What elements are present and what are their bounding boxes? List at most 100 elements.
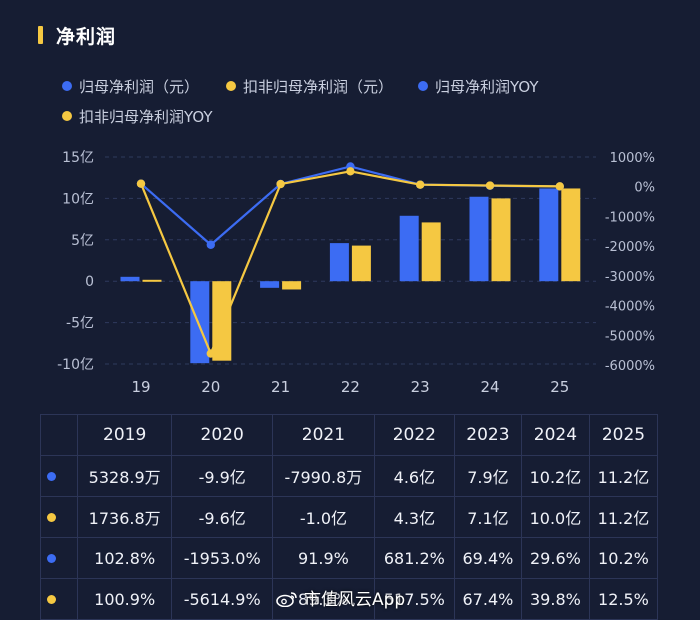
x-tick-label: 21 [271, 378, 290, 396]
table-cell: -5614.9% [171, 578, 274, 620]
bar-parent-net-profit [329, 243, 349, 282]
row-dot-icon [47, 594, 56, 604]
legend-label: 扣非归母净利润（元） [243, 78, 394, 96]
y-left-tick-label: 0 [85, 274, 94, 290]
table-cell: 1736.8万 [76, 496, 173, 538]
bar-parent-net-profit [539, 188, 559, 282]
table-row: 1736.8万 -9.6亿 -1.0亿 4.3亿 7.1亿 10.0亿 11.2亿 [40, 496, 659, 538]
row-dot-icon [47, 471, 56, 481]
table-cell: 69.4% [453, 537, 522, 579]
point-deducted-yoy [136, 179, 146, 188]
table-header-cell: 2025 [588, 414, 659, 456]
x-tick-label: 25 [550, 378, 569, 396]
table-cell: 29.6% [520, 537, 590, 579]
table-cell: 11.2亿 [588, 455, 659, 497]
table-row: 5328.9万 -9.9亿 -7990.8万 4.6亿 7.9亿 10.2亿 11.2亿 [40, 455, 659, 497]
bar-deducted-net-profit [282, 281, 302, 290]
table-header-row: 2019 2020 2021 2022 2023 2024 2025 [40, 414, 659, 456]
bar-parent-net-profit [469, 196, 489, 282]
table-cell: 39.8% [520, 578, 590, 620]
bar-parent-net-profit [399, 215, 419, 282]
table-header-cell: 2023 [453, 414, 522, 456]
y-left-tick-label: -10亿 [57, 357, 94, 373]
legend-label: 归母净利润（元） [79, 78, 200, 96]
legend-dot-yellow-icon [226, 81, 236, 91]
table-header-cell: 2020 [171, 414, 274, 456]
row-marker-cell [40, 578, 78, 620]
table-cell: -1.0亿 [272, 496, 375, 538]
table-corner-cell [40, 414, 78, 456]
table-cell: 12.5% [588, 578, 659, 620]
legend-item-deducted-net-profit[interactable]: 扣非归母净利润（元） [226, 76, 393, 97]
table-cell: 4.3亿 [373, 496, 455, 538]
point-deducted-yoy [485, 181, 495, 190]
y-right-tick-label: -6000% [605, 359, 655, 374]
y-right-tick-label: -1000% [605, 210, 655, 225]
bar-parent-net-profit [120, 276, 140, 282]
legend-label: 扣非归母净利润YOY [79, 108, 213, 126]
bar-parent-net-profit [190, 281, 210, 364]
table-cell: 10.2% [588, 537, 659, 579]
point-deducted-yoy [346, 167, 355, 176]
table-cell: -9.6亿 [171, 496, 274, 538]
table-cell: 10.2亿 [520, 455, 590, 497]
watermark: 市值风云App [276, 585, 405, 610]
point-deducted-yoy [555, 182, 564, 191]
y-left-tick-label: -5亿 [66, 316, 94, 332]
legend-item-parent-yoy[interactable]: 归母净利润YOY [418, 76, 539, 97]
table-cell: -7990.8万 [272, 455, 375, 497]
x-tick-label: 23 [411, 378, 430, 396]
legend-item-deducted-yoy[interactable]: 扣非归母净利润YOY [62, 106, 213, 127]
x-tick-label: 24 [480, 378, 499, 396]
y-right-tick-label: -2000% [605, 240, 655, 255]
y-right-tick-label: -3000% [605, 270, 655, 285]
legend-label: 归母净利润YOY [435, 78, 539, 96]
point-parent-yoy [206, 240, 215, 249]
table-cell: 67.4% [453, 578, 522, 620]
y-right-tick-label: -5000% [605, 329, 655, 344]
table-cell: 7.9亿 [453, 455, 522, 497]
table-cell: -9.9亿 [171, 455, 274, 497]
point-deducted-yoy [206, 349, 215, 358]
table-header-cell: 2022 [373, 414, 455, 456]
data-table: 2019 2020 2021 2022 2023 2024 2025 5328.… [40, 414, 659, 620]
table-header-cell: 2021 [272, 414, 375, 456]
point-deducted-yoy [276, 179, 285, 189]
bar-deducted-net-profit [212, 281, 232, 361]
table-cell: 11.2亿 [588, 496, 659, 538]
y-left-tick-label: 10亿 [62, 191, 94, 207]
x-tick-label: 22 [341, 378, 360, 396]
y-left-tick-label: 5亿 [71, 233, 94, 249]
table-header-cell: 2019 [76, 414, 173, 456]
net-profit-chart: 15亿 10亿 5亿 0 -5亿 -10亿 1000% 0% -1000% -2000% -3000… [57, 150, 655, 396]
point-deducted-yoy [416, 180, 425, 189]
table-cell: 10.0亿 [520, 496, 590, 538]
table-cell: 517.5% [373, 578, 455, 620]
legend-dot-yellow-icon [62, 111, 72, 121]
row-marker-cell [40, 537, 78, 579]
legend-dot-blue-icon [62, 81, 72, 91]
table-row: 102.8% -1953.0% 91.9% 681.2% 69.4% 29.6% 10.2% [40, 537, 659, 579]
y-left-tick-label: 15亿 [62, 150, 94, 166]
bar-parent-net-profit [260, 281, 280, 288]
row-dot-icon [47, 512, 56, 522]
row-marker-cell [40, 455, 78, 497]
legend-dot-blue-icon [418, 81, 428, 91]
bar-deducted-net-profit [351, 245, 371, 282]
x-tick-label: 19 [131, 378, 150, 396]
y-right-tick-label: 0% [634, 181, 655, 196]
legend-item-parent-net-profit[interactable]: 归母净利润（元） [62, 76, 199, 97]
bar-deducted-net-profit [491, 198, 511, 282]
row-dot-icon [47, 553, 56, 563]
bar-deducted-net-profit [561, 188, 581, 282]
table-cell: 681.2% [373, 537, 455, 579]
y-right-tick-label: 1000% [610, 151, 655, 166]
table-cell: 5328.9万 [76, 455, 173, 497]
table-cell: 102.8% [76, 537, 173, 579]
y-right-tick-label: -4000% [605, 300, 655, 315]
x-tick-label: 20 [201, 378, 220, 396]
table-cell: 4.6亿 [373, 455, 455, 497]
bar-deducted-net-profit [142, 279, 162, 282]
table-cell: 100.9% [76, 578, 173, 620]
row-marker-cell [40, 496, 78, 538]
